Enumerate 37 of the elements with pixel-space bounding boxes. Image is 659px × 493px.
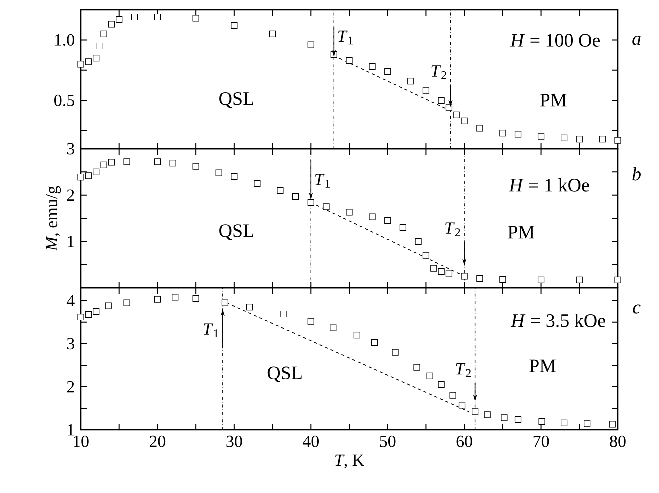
y-tick-label: 0.5 bbox=[54, 94, 74, 106]
x-tick-label: 10 bbox=[74, 436, 89, 448]
x-tick-label: 30 bbox=[226, 436, 242, 448]
ref-line-label: T$_{2}$ bbox=[446, 222, 460, 236]
y-tick-label: 1 bbox=[68, 424, 74, 436]
annotation: PM bbox=[540, 94, 567, 107]
y-tick-label: 3 bbox=[67, 338, 74, 350]
y-tick-label: 4 bbox=[66, 295, 75, 307]
y-tick-label: 1 bbox=[68, 236, 74, 248]
ref-line-label: T$_{2}$ bbox=[432, 66, 446, 80]
annotation: H = 100 Oe bbox=[510, 34, 600, 47]
x-tick-label: 60 bbox=[456, 436, 472, 448]
annotation: QSL bbox=[220, 224, 254, 240]
x-tick-label: 70 bbox=[534, 436, 550, 448]
annotation: PM bbox=[530, 360, 556, 372]
y-tick-label: 2 bbox=[67, 381, 74, 393]
x-tick-label: 50 bbox=[380, 436, 396, 448]
ref-line-label: T$_{2}$ bbox=[456, 363, 471, 378]
x-tick-label: 20 bbox=[150, 436, 166, 448]
annotation: H = 1 kOe bbox=[509, 178, 590, 192]
annotation: QSL bbox=[268, 366, 302, 382]
text: b bbox=[632, 167, 641, 181]
text: c bbox=[633, 304, 641, 314]
x-axis-title: T, K bbox=[335, 454, 364, 469]
annotation: H = 3.5 kOe bbox=[510, 314, 606, 328]
x-tick-label: 40 bbox=[302, 436, 319, 448]
y-tick-label: 3 bbox=[67, 143, 74, 155]
y-tick-label: 2 bbox=[67, 190, 74, 201]
x-tick-label: 80 bbox=[610, 436, 626, 448]
ref-line-label: T$_{1}$ bbox=[338, 30, 354, 45]
annotation: QSL bbox=[220, 92, 254, 108]
ref-line-label: T$_{1}$ bbox=[315, 174, 330, 188]
text: a bbox=[632, 36, 641, 46]
ref-line-label: T$_{1}$ bbox=[204, 324, 219, 338]
y-axis-title: M, emu/g bbox=[46, 186, 62, 252]
annotation: PM bbox=[508, 226, 535, 239]
y-tick-label: 1.0 bbox=[55, 34, 74, 46]
